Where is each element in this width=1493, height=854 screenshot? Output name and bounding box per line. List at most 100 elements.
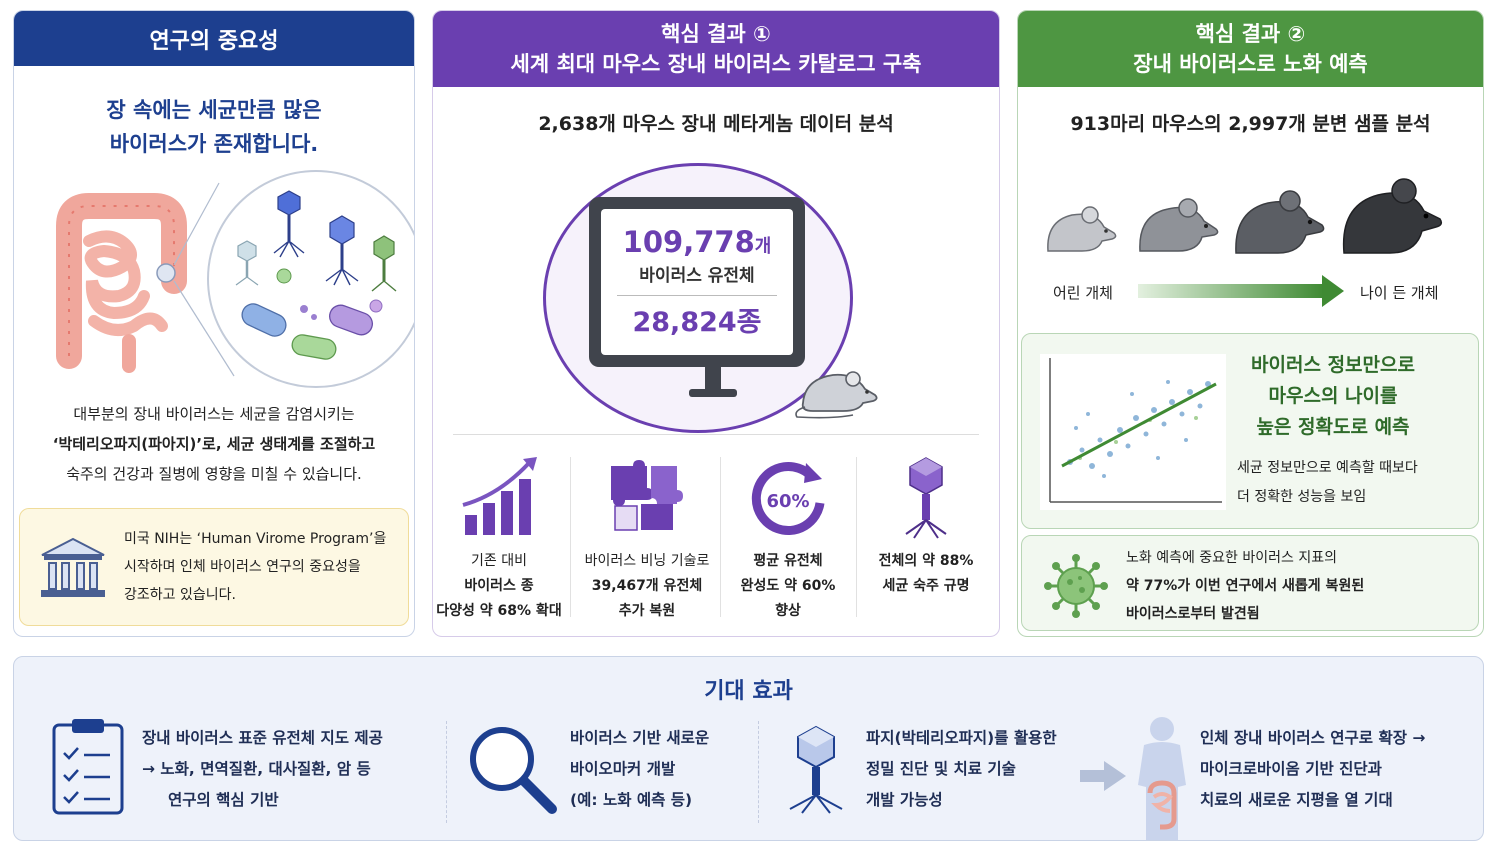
result2-subtitle: 913마리 마우스의 2,997개 분변 샘플 분석 — [1070, 113, 1431, 135]
genome-label: 바이러스 유전체 — [639, 266, 755, 286]
monitor-stand — [689, 367, 737, 397]
stat-separator — [720, 457, 721, 617]
marker-line2: 약 77%가 이번 연구에서 새롭게 복원된 — [1126, 578, 1365, 594]
genome-count-value: 109,778 — [622, 225, 755, 259]
stat-binning-line2: 39,467개 유전체 — [591, 578, 703, 594]
effect-standard-line2: → 노화, 면역질환, 대사질환, 암 등 — [142, 760, 371, 778]
effect-human-line3: 치료의 새로운 지평을 열 기대 — [1200, 791, 1393, 809]
importance-description: 대부분의 장내 바이러스는 세균을 감염시키는 ‘박테리오파지(파아지)’로, … — [14, 399, 414, 489]
effect-standard-line1: 장내 바이러스 표준 유전체 지도 제공 — [142, 729, 383, 747]
stat-host-line2: 세균 숙주 규명 — [882, 578, 970, 594]
nih-line3: 강조하고 있습니다. — [124, 587, 236, 603]
result1-header-line1: 핵심 결과 ① — [661, 22, 771, 46]
stat-separator — [570, 457, 571, 617]
result2-header-line2: 장내 바이러스로 노화 예측 — [1133, 52, 1368, 76]
importance-desc-line3: 숙주의 건강과 질병에 영향을 미칠 수 있습니다. — [66, 465, 362, 483]
genome-count-unit: 개 — [754, 236, 772, 257]
genome-count: 109,778개 — [601, 225, 793, 259]
clipboard-icon — [52, 719, 124, 815]
importance-desc-line2: ‘박테리오파지(파아지)’로, 세균 생태계를 조절하고 — [52, 435, 376, 453]
monitor-icon: 109,778개 바이러스 유전체 28,824종 — [589, 197, 805, 367]
stat-binning-line3: 추가 복원 — [618, 603, 676, 619]
result1-header-line2: 세계 최대 마우스 장내 바이러스 카탈로그 구축 — [510, 52, 922, 76]
stat-separator — [856, 457, 857, 617]
species-count: 28,824종 — [632, 307, 762, 338]
result2-header: 핵심 결과 ② 장내 바이러스로 노화 예측 — [1018, 11, 1483, 87]
stat-completeness-line2: 완성도 약 60% — [740, 578, 836, 594]
mouse-icon — [1047, 206, 1117, 252]
result1-header: 핵심 결과 ① 세계 최대 마우스 장내 바이러스 카탈로그 구축 — [433, 11, 999, 87]
effect-phage-therapy: 파지(박테리오파지)를 활용한 정밀 진단 및 치료 기술 개발 가능성 — [866, 723, 1106, 816]
prediction-description: 세균 정보만으로 예측할 때보다 더 정확한 성능을 보임 — [1237, 454, 1467, 512]
importance-header-title: 연구의 중요성 — [149, 28, 279, 54]
completeness-badge: 60% — [766, 491, 810, 512]
nih-text: 미국 NIH는 ‘Human Virome Program’을 시작하며 인체 … — [124, 525, 404, 609]
effect-separator — [758, 721, 759, 823]
importance-desc-line1: 대부분의 장내 바이러스는 세균을 감염시키는 — [73, 405, 355, 423]
importance-subtitle-line1: 장 속에는 세균만큼 많은 — [106, 98, 322, 122]
prediction-desc-line2: 더 정확한 성능을 보임 — [1237, 489, 1367, 505]
result1-divider — [453, 434, 979, 435]
puzzle-icon — [611, 460, 683, 531]
effect-phage-line1: 파지(박테리오파지)를 활용한 — [866, 729, 1057, 747]
mouse-icon — [1235, 190, 1325, 254]
stat-host: 전체의 약 88% 세균 숙주 규명 — [861, 451, 991, 599]
effect-biomarker-line2: 바이오마커 개발 — [570, 760, 676, 778]
age-arrow-icon — [1138, 275, 1344, 307]
result2-header-line1: 핵심 결과 ② — [1195, 22, 1306, 46]
magnifier-icon — [470, 727, 557, 814]
stat-host-line1: 전체의 약 88% — [878, 553, 974, 569]
effect-standard-line3: 연구의 핵심 기반 — [168, 791, 279, 809]
human-body-icon — [1138, 717, 1186, 840]
double-arrow-icon — [1080, 761, 1126, 791]
marker-line3: 바이러스로부터 발견됨 — [1126, 606, 1260, 622]
old-label: 나이 든 개체 — [1360, 284, 1439, 302]
young-label: 어린 개체 — [1053, 284, 1113, 302]
marker-text: 노화 예측에 중요한 바이러스 지표의 약 77%가 이번 연구에서 새롭게 복… — [1126, 544, 1471, 628]
effect-standard-map: 장내 바이러스 표준 유전체 지도 제공 → 노화, 면역질환, 대사질환, 암… — [142, 723, 442, 816]
stat-completeness-line1: 평균 유전체 — [753, 553, 823, 569]
monitor-screen: 109,778개 바이러스 유전체 28,824종 — [601, 209, 793, 355]
bacteria-icon — [241, 268, 383, 360]
stat-diversity-line1: 기존 대비 — [471, 553, 527, 569]
refresh-icon — [751, 462, 825, 536]
prediction-title: 바이러스 정보만으로 마우스의 나이를 높은 정확도로 예측 — [1228, 350, 1438, 443]
phage-icon — [273, 190, 305, 258]
effect-separator — [446, 721, 447, 823]
effect-biomarker: 바이러스 기반 새로운 바이오마커 개발 (예: 노화 예측 등) — [570, 723, 760, 816]
stat-diversity: 기존 대비 바이러스 종 다양성 약 68% 확대 — [433, 451, 565, 624]
stat-completeness: 60% 평균 유전체 완성도 약 60% 향상 — [723, 451, 853, 624]
screen-divider — [617, 295, 777, 296]
phage-icon — [789, 725, 843, 814]
nih-line2: 시작하며 인체 바이러스 연구의 중요성을 — [124, 559, 361, 575]
prediction-desc-line1: 세균 정보만으로 예측할 때보다 — [1237, 460, 1418, 476]
bank-icon — [41, 537, 105, 597]
nih-callout: 미국 NIH는 ‘Human Virome Program’을 시작하며 인체 … — [19, 508, 409, 626]
virus-icon — [1044, 554, 1108, 618]
mouse-icon — [795, 371, 878, 419]
growth-chart-icon — [462, 457, 537, 535]
effect-phage-line2: 정밀 진단 및 치료 기술 — [866, 760, 1016, 778]
scatter-plot-icon — [1040, 354, 1226, 510]
result1-panel: 핵심 결과 ① 세계 최대 마우스 장내 바이러스 카탈로그 구축 2,638개… — [432, 10, 1000, 637]
effect-biomarker-line1: 바이러스 기반 새로운 — [570, 729, 710, 747]
effect-human-line1: 인체 장내 바이러스 연구로 확장 → — [1200, 729, 1426, 747]
stat-binning: 바이러스 비닝 기술로 39,467개 유전체 추가 복원 — [573, 451, 721, 624]
prediction-callout: 바이러스 정보만으로 마우스의 나이를 높은 정확도로 예측 세균 정보만으로 … — [1021, 333, 1479, 529]
nih-line1: 미국 NIH는 ‘Human Virome Program’을 — [124, 531, 387, 547]
importance-panel: 연구의 중요성 장 속에는 세균만큼 많은 바이러스가 존재합니다. — [13, 10, 415, 637]
effect-biomarker-line3: (예: 노화 예측 등) — [570, 791, 693, 809]
result2-panel: 핵심 결과 ② 장내 바이러스로 노화 예측 913마리 마우스의 2,997개… — [1017, 10, 1484, 637]
mouse-icon — [1139, 198, 1219, 252]
phage-icon — [905, 457, 947, 539]
effect-human-line2: 마이크로바이옴 기반 진단과 — [1200, 760, 1382, 778]
stat-binning-line1: 바이러스 비닝 기술로 — [584, 553, 710, 569]
result1-subtitle: 2,638개 마우스 장내 메타게놈 데이터 분석 — [538, 113, 894, 135]
importance-subtitle-line2: 바이러스가 존재합니다. — [109, 132, 319, 156]
importance-subtitle: 장 속에는 세균만큼 많은 바이러스가 존재합니다. — [14, 93, 414, 161]
effects-title: 기대 효과 — [704, 679, 793, 704]
mouse-icon — [1342, 178, 1443, 254]
importance-header: 연구의 중요성 — [14, 11, 414, 66]
stat-diversity-line2: 바이러스 종 — [464, 578, 534, 594]
effects-panel: 기대 효과 장내 바이러스 표준 유전체 지도 제공 → 노화, 면역질환, 대… — [13, 656, 1484, 841]
